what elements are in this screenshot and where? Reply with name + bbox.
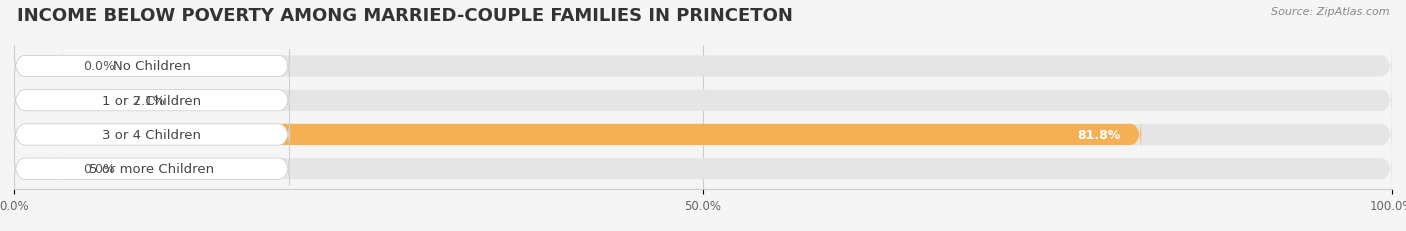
Text: Source: ZipAtlas.com: Source: ZipAtlas.com — [1271, 7, 1389, 17]
FancyBboxPatch shape — [14, 118, 290, 152]
Text: No Children: No Children — [112, 60, 191, 73]
Text: INCOME BELOW POVERTY AMONG MARRIED-COUPLE FAMILIES IN PRINCETON: INCOME BELOW POVERTY AMONG MARRIED-COUPL… — [17, 7, 793, 25]
FancyBboxPatch shape — [14, 50, 1392, 83]
Text: 0.0%: 0.0% — [83, 162, 115, 175]
Text: 81.8%: 81.8% — [1077, 128, 1121, 141]
Text: 1 or 2 Children: 1 or 2 Children — [103, 94, 201, 107]
FancyBboxPatch shape — [14, 50, 62, 83]
FancyBboxPatch shape — [14, 152, 62, 186]
Text: 0.0%: 0.0% — [83, 60, 115, 73]
FancyBboxPatch shape — [14, 118, 1142, 152]
FancyBboxPatch shape — [14, 84, 1392, 118]
FancyBboxPatch shape — [14, 152, 290, 186]
Text: 3 or 4 Children: 3 or 4 Children — [103, 128, 201, 141]
Text: 5 or more Children: 5 or more Children — [90, 162, 214, 175]
FancyBboxPatch shape — [14, 118, 1392, 152]
Text: 7.1%: 7.1% — [132, 94, 165, 107]
FancyBboxPatch shape — [14, 50, 290, 83]
FancyBboxPatch shape — [14, 152, 1392, 186]
FancyBboxPatch shape — [14, 84, 290, 118]
FancyBboxPatch shape — [14, 84, 112, 118]
